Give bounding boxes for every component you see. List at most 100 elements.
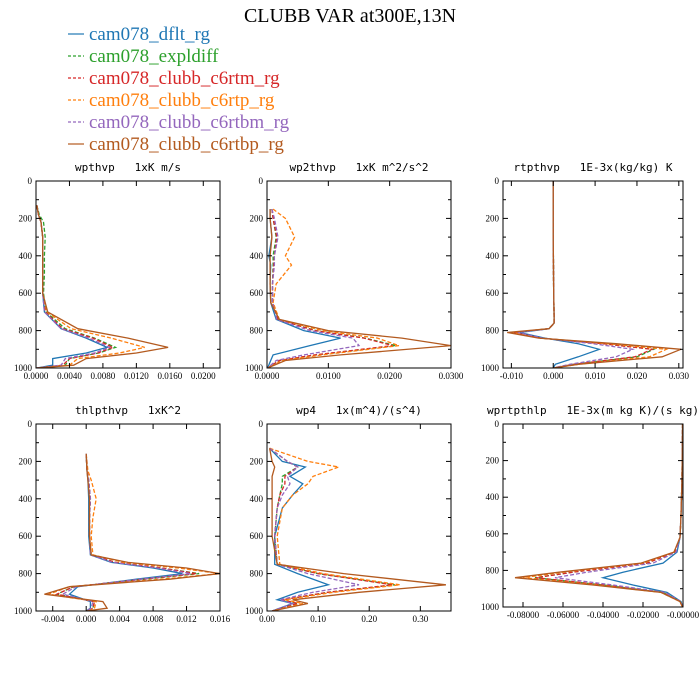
y-tick-label: 200	[19, 456, 33, 466]
legend-label-1: cam078_dflt_rg	[89, 24, 211, 45]
x-tick-label: 0.0000	[24, 371, 49, 381]
figure-title: CLUBB VAR at300E,13N	[244, 5, 456, 27]
y-tick-label: 800	[19, 569, 33, 579]
y-tick-label: 200	[486, 213, 500, 223]
x-tick-label: 0.016	[210, 614, 231, 624]
legend-label-3: cam078_clubb_c6rtm_rg	[89, 68, 280, 89]
series-line-4	[267, 208, 400, 368]
y-tick-label: 200	[250, 456, 264, 466]
series-line-4	[522, 424, 683, 607]
y-tick-label: 400	[250, 494, 264, 504]
x-tick-label: -0.06000	[547, 610, 580, 620]
y-tick-label: 0	[495, 419, 500, 429]
series-line-5	[269, 447, 360, 611]
series-line-2	[513, 181, 657, 368]
y-tick-label: 0	[259, 176, 264, 186]
series-line-5	[554, 424, 683, 607]
y-tick-label: 800	[486, 326, 500, 336]
y-tick-label: 400	[19, 251, 33, 261]
y-tick-label: 800	[250, 569, 264, 579]
series-line-5	[36, 205, 112, 368]
y-tick-label: 200	[486, 456, 500, 466]
panel-6: wprtpthlp 1E-3x(m kg K)/(s kg) 0 200 400 600…	[481, 404, 700, 620]
y-tick-label: 600	[19, 288, 33, 298]
series-line-1	[600, 424, 683, 607]
y-tick-label: 1000	[481, 602, 500, 612]
y-tick-label: 1000	[245, 606, 264, 616]
y-tick-label: 0	[495, 176, 500, 186]
series-line-6	[44, 453, 220, 611]
x-tick-label: 0.020	[627, 371, 648, 381]
x-tick-label: -0.04000	[587, 610, 620, 620]
x-tick-label: 0.012	[176, 614, 196, 624]
x-tick-label: 0.0200	[191, 371, 216, 381]
series-line-1	[267, 209, 341, 368]
series-line-5	[517, 181, 636, 368]
panel-title: wp2thvp 1xK m^2/s^2	[289, 161, 428, 174]
series-line-3	[513, 181, 655, 368]
x-tick-label: -0.010	[500, 371, 524, 381]
panel-frame	[266, 180, 452, 369]
y-tick-label: 400	[486, 492, 500, 502]
x-tick-label: 0.30	[412, 614, 428, 624]
x-tick-label: 0.00	[259, 614, 275, 624]
legend-label-6: cam078_clubb_c6rtbp_rg	[89, 134, 284, 155]
series-line-6	[267, 209, 451, 368]
panel-2: wp2thvp 1xK m^2/s^2 0 200 400 600 800 10000.00…	[245, 161, 464, 381]
x-tick-label: 0.20	[361, 614, 377, 624]
series-line-6	[507, 181, 682, 368]
panel-4: thlpthvp 1xK^2 0 200 400 600 800 1000 -0.004 0.0…	[14, 404, 231, 624]
legend-label-2: cam078_expldiff	[89, 46, 219, 67]
y-tick-label: 800	[250, 326, 264, 336]
x-tick-label: 0.030	[669, 371, 690, 381]
y-tick-label: 600	[250, 288, 264, 298]
x-tick-label: 0.000	[76, 614, 97, 624]
y-tick-label: 1000	[245, 363, 264, 373]
y-tick-label: 600	[19, 531, 33, 541]
series-line-4	[511, 181, 669, 368]
x-tick-label: -0.02000	[627, 610, 660, 620]
y-tick-label: 1000	[481, 363, 500, 373]
x-tick-label: 0.000	[543, 371, 564, 381]
y-tick-label: 400	[19, 494, 33, 504]
y-tick-label: 0	[28, 419, 33, 429]
x-tick-label: 0.0100	[316, 371, 341, 381]
x-tick-label: 0.0200	[377, 371, 402, 381]
legend-label-5: cam078_clubb_c6rtbm_rg	[89, 112, 290, 133]
x-tick-label: 0.10	[310, 614, 326, 624]
y-tick-label: 1000	[14, 606, 33, 616]
series-line-2	[54, 453, 200, 611]
panel-3: rtpthvp 1E-3x(kg/kg) K 0 200 400 600 800 1000-…	[481, 161, 689, 381]
y-tick-label: 400	[486, 251, 500, 261]
panel-title: wp4 1x(m^4)/(s^4)	[296, 404, 422, 417]
series-line-4	[269, 447, 400, 611]
series-line-6	[268, 448, 446, 611]
panel-title: thlpthvp 1xK^2	[75, 404, 181, 417]
y-tick-label: 800	[19, 326, 33, 336]
x-tick-label: 0.0040	[57, 371, 82, 381]
panel-title: rtpthvp 1E-3x(kg/kg) K	[514, 161, 673, 174]
legend-label-4: cam078_clubb_c6rtp_rg	[89, 90, 275, 111]
x-tick-label: 0.008	[143, 614, 164, 624]
x-tick-label: 0.0080	[91, 371, 116, 381]
y-tick-label: 800	[486, 565, 500, 575]
x-tick-label: -0.08000	[507, 610, 540, 620]
x-tick-label: 0.0160	[157, 371, 182, 381]
series-line-5	[61, 453, 191, 611]
y-tick-label: 600	[486, 529, 500, 539]
x-tick-label: 0.0000	[255, 371, 280, 381]
y-tick-label: 600	[250, 531, 264, 541]
series-line-1	[36, 205, 110, 368]
legend: cam078_dflt_rgcam078_expldiffcam078_club…	[68, 24, 290, 155]
series-line-3	[267, 209, 393, 368]
y-tick-label: 0	[259, 419, 264, 429]
series-line-6	[36, 205, 169, 368]
x-tick-label: -0.00000	[667, 610, 700, 620]
series-line-1	[68, 453, 183, 611]
x-tick-label: -0.004	[41, 614, 65, 624]
series-line-4	[36, 205, 145, 368]
